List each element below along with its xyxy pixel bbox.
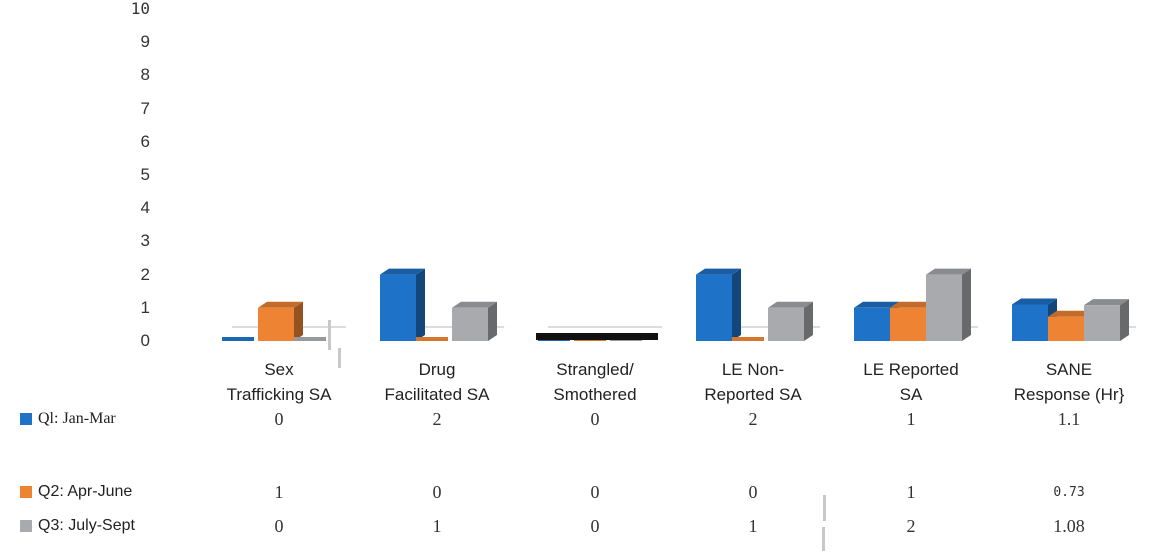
bar	[768, 307, 804, 341]
data-label: 2	[906, 516, 916, 536]
bar	[1012, 304, 1048, 341]
data-label: 1.08	[1053, 516, 1085, 536]
legend-entry: Ql: Jan-Mar	[20, 410, 116, 428]
category-label: Sex Trafficking SA	[204, 357, 354, 407]
bar	[696, 274, 732, 341]
bar-side	[1120, 299, 1129, 341]
bar-zero	[222, 337, 254, 341]
y-tick-label: 7	[140, 98, 150, 118]
bar	[890, 307, 926, 341]
bar-side	[294, 301, 303, 341]
data-label: 0	[590, 409, 600, 429]
bar-top	[1048, 310, 1093, 317]
category-label: LE Non- Reported SA	[678, 357, 828, 407]
category-label-line: Facilitated SA	[384, 385, 490, 404]
bar-top	[926, 268, 971, 275]
bar-zero	[294, 337, 326, 341]
y-tick-label: 10	[130, 0, 150, 18]
y-tick-label: 0	[140, 331, 150, 350]
y-tick-label: 3	[140, 231, 150, 251]
data-label: 0	[590, 516, 600, 536]
bar-top	[1012, 298, 1057, 305]
data-label: 0	[274, 516, 284, 536]
bar	[926, 274, 962, 341]
legend-label: Q3: July-Sept	[38, 517, 135, 534]
data-label: 0.73	[1053, 485, 1085, 500]
bar-top	[696, 268, 741, 275]
category-label: Drug Facilitated SA	[362, 357, 512, 407]
bar-top	[890, 301, 935, 308]
y-tick-label: 1	[140, 297, 150, 317]
bar-side	[416, 268, 425, 341]
bar-top	[768, 301, 813, 308]
category-label-line: Reported SA	[704, 385, 802, 404]
y-tick-label: 2	[140, 264, 150, 284]
bar-side	[804, 301, 813, 341]
data-label: 0	[748, 482, 758, 502]
y-tick-label: 8	[140, 65, 150, 85]
data-label: 0	[274, 409, 284, 429]
category-label-line: Sex	[264, 360, 294, 379]
category-label-line: Response (Hr}	[1013, 385, 1125, 404]
separator-mark	[822, 527, 825, 551]
bar-side	[488, 301, 497, 341]
separator-mark	[338, 348, 341, 368]
legend-entry: Q3: July-Sept	[20, 517, 135, 535]
category-label-line: SANE	[1045, 360, 1093, 379]
legend-swatch	[20, 413, 32, 425]
data-label: 1.1	[1057, 409, 1081, 429]
bar	[1084, 305, 1120, 341]
bar-top	[452, 301, 497, 308]
bar-side	[962, 268, 971, 341]
category-label-line: Drug	[418, 360, 456, 379]
y-tick-label: 5	[140, 165, 150, 184]
bar	[452, 307, 488, 341]
data-label: 1	[274, 482, 284, 502]
bar-side	[732, 268, 741, 341]
y-tick-label: 4	[140, 198, 150, 218]
bar	[854, 307, 890, 341]
separator-mark	[328, 320, 331, 350]
data-label: 0	[432, 482, 442, 502]
bar-zero	[416, 337, 448, 341]
category-label-line: Trafficking SA	[226, 385, 332, 404]
bar-top	[1084, 299, 1129, 306]
data-label: 1	[906, 482, 916, 502]
category-label-line: SA	[899, 385, 923, 404]
legend-swatch	[20, 486, 32, 498]
bar-top	[380, 268, 425, 275]
data-label: 1	[748, 516, 758, 536]
data-label: 2	[748, 409, 758, 429]
category-label: LE Reported SA	[836, 357, 986, 407]
data-label: 1	[906, 409, 916, 429]
category-label-line: Smothered	[553, 385, 637, 404]
bar-zero	[732, 337, 764, 341]
category-label: SANE Response (Hr}	[994, 357, 1144, 407]
bar	[1048, 316, 1084, 341]
category-label-line: Strangled/	[556, 360, 634, 379]
bar	[258, 307, 294, 341]
bar-top	[854, 301, 899, 308]
legend-label: Ql: Jan-Mar	[38, 410, 116, 427]
data-label: 1	[432, 516, 442, 536]
bar	[380, 274, 416, 341]
data-label: 2	[432, 409, 442, 429]
category-label-line: LE Reported	[863, 360, 959, 379]
legend-swatch	[20, 520, 32, 532]
legend-entry: Q2: Apr-June	[20, 483, 132, 501]
category-label-line: LE Non-	[721, 360, 785, 379]
y-tick-label: 6	[140, 131, 150, 151]
axis-segment	[536, 333, 658, 340]
data-label: 0	[590, 482, 600, 502]
y-tick-label: 9	[140, 32, 150, 52]
category-label: Strangled/Smothered	[520, 357, 670, 407]
bar-top	[258, 301, 303, 308]
separator-mark	[823, 495, 826, 521]
legend-label: Q2: Apr-June	[38, 483, 133, 500]
